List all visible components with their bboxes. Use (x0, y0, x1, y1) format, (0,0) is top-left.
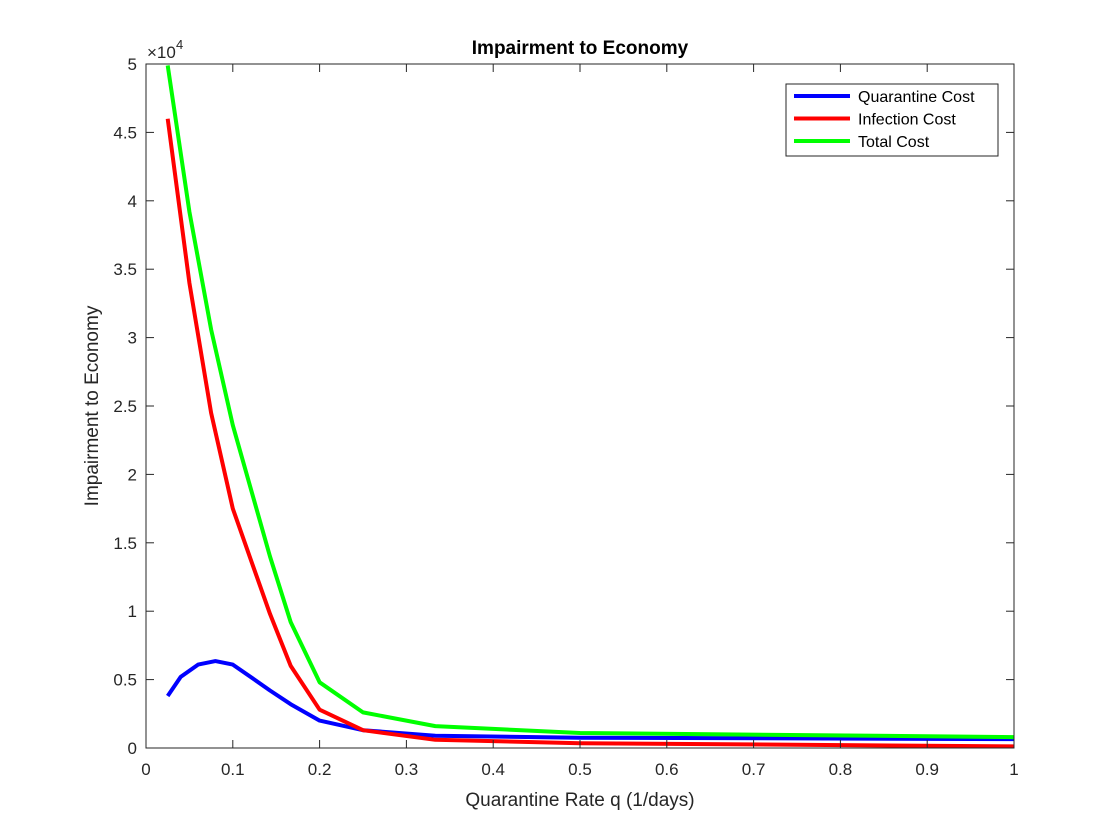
y-exponent-label: ×10 4 (147, 37, 183, 62)
x-tick-label: 0.8 (829, 760, 853, 779)
legend-label-2: Infection Cost (858, 112, 956, 129)
y-tick-label: 0 (128, 739, 137, 758)
legend-items: Quarantine Cost Infection Cost Total Cost (794, 89, 975, 151)
y-axis-label: Impairment to Economy (82, 305, 103, 506)
y-tick-label: 2.5 (113, 397, 137, 416)
y-tick-label: 4.5 (113, 123, 137, 142)
y-tick-label: 1 (128, 602, 137, 621)
exponent-power: 4 (176, 37, 183, 52)
legend-label-3: Total Cost (858, 134, 930, 151)
x-tick-label: 0 (141, 760, 150, 779)
x-tick-label: 0.5 (568, 760, 592, 779)
series-line-3 (165, 65, 1015, 740)
x-tick-label: 0.2 (308, 760, 332, 779)
y-tick-label: 2 (128, 465, 137, 484)
legend-label-1: Quarantine Cost (858, 89, 975, 106)
exponent-base: ×10 (147, 43, 176, 62)
series-layer (165, 65, 1015, 749)
x-tick-label: 0.7 (742, 760, 766, 779)
y-tick-label: 0.5 (113, 671, 137, 690)
x-tick-label: 0.4 (481, 760, 505, 779)
y-tick-label: 1.5 (113, 534, 137, 553)
plot-area: 0 0.1 0.2 0.3 0.4 0.5 0.6 0.7 0.8 0.9 1 0 0.5 1 1.5 2 2… (113, 55, 1018, 779)
y-axis-ticks: 0 0.5 1 1.5 2 2.5 3 3.5 4 4.5 5 (113, 55, 1014, 758)
plot-background (146, 64, 1014, 748)
x-tick-label: 0.1 (221, 760, 245, 779)
y-tick-label: 3 (128, 329, 137, 348)
x-axis-ticks: 0 0.1 0.2 0.3 0.4 0.5 0.6 0.7 0.8 0.9 1 (141, 64, 1019, 779)
x-tick-label: 0.3 (395, 760, 419, 779)
series-line-2 (165, 118, 1015, 749)
y-tick-label: 3.5 (113, 260, 137, 279)
x-tick-label: 0.9 (915, 760, 939, 779)
x-tick-label: 1 (1009, 760, 1018, 779)
x-axis-label: Quarantine Rate q (1/days) (465, 790, 694, 811)
legend: Quarantine Cost Infection Cost Total Cost (785, 83, 999, 157)
y-tick-label: 5 (128, 55, 137, 74)
chart-title: Impairment to Economy (472, 38, 689, 59)
series-line-1 (166, 659, 1015, 742)
x-tick-label: 0.6 (655, 760, 679, 779)
y-tick-label: 4 (128, 192, 137, 211)
